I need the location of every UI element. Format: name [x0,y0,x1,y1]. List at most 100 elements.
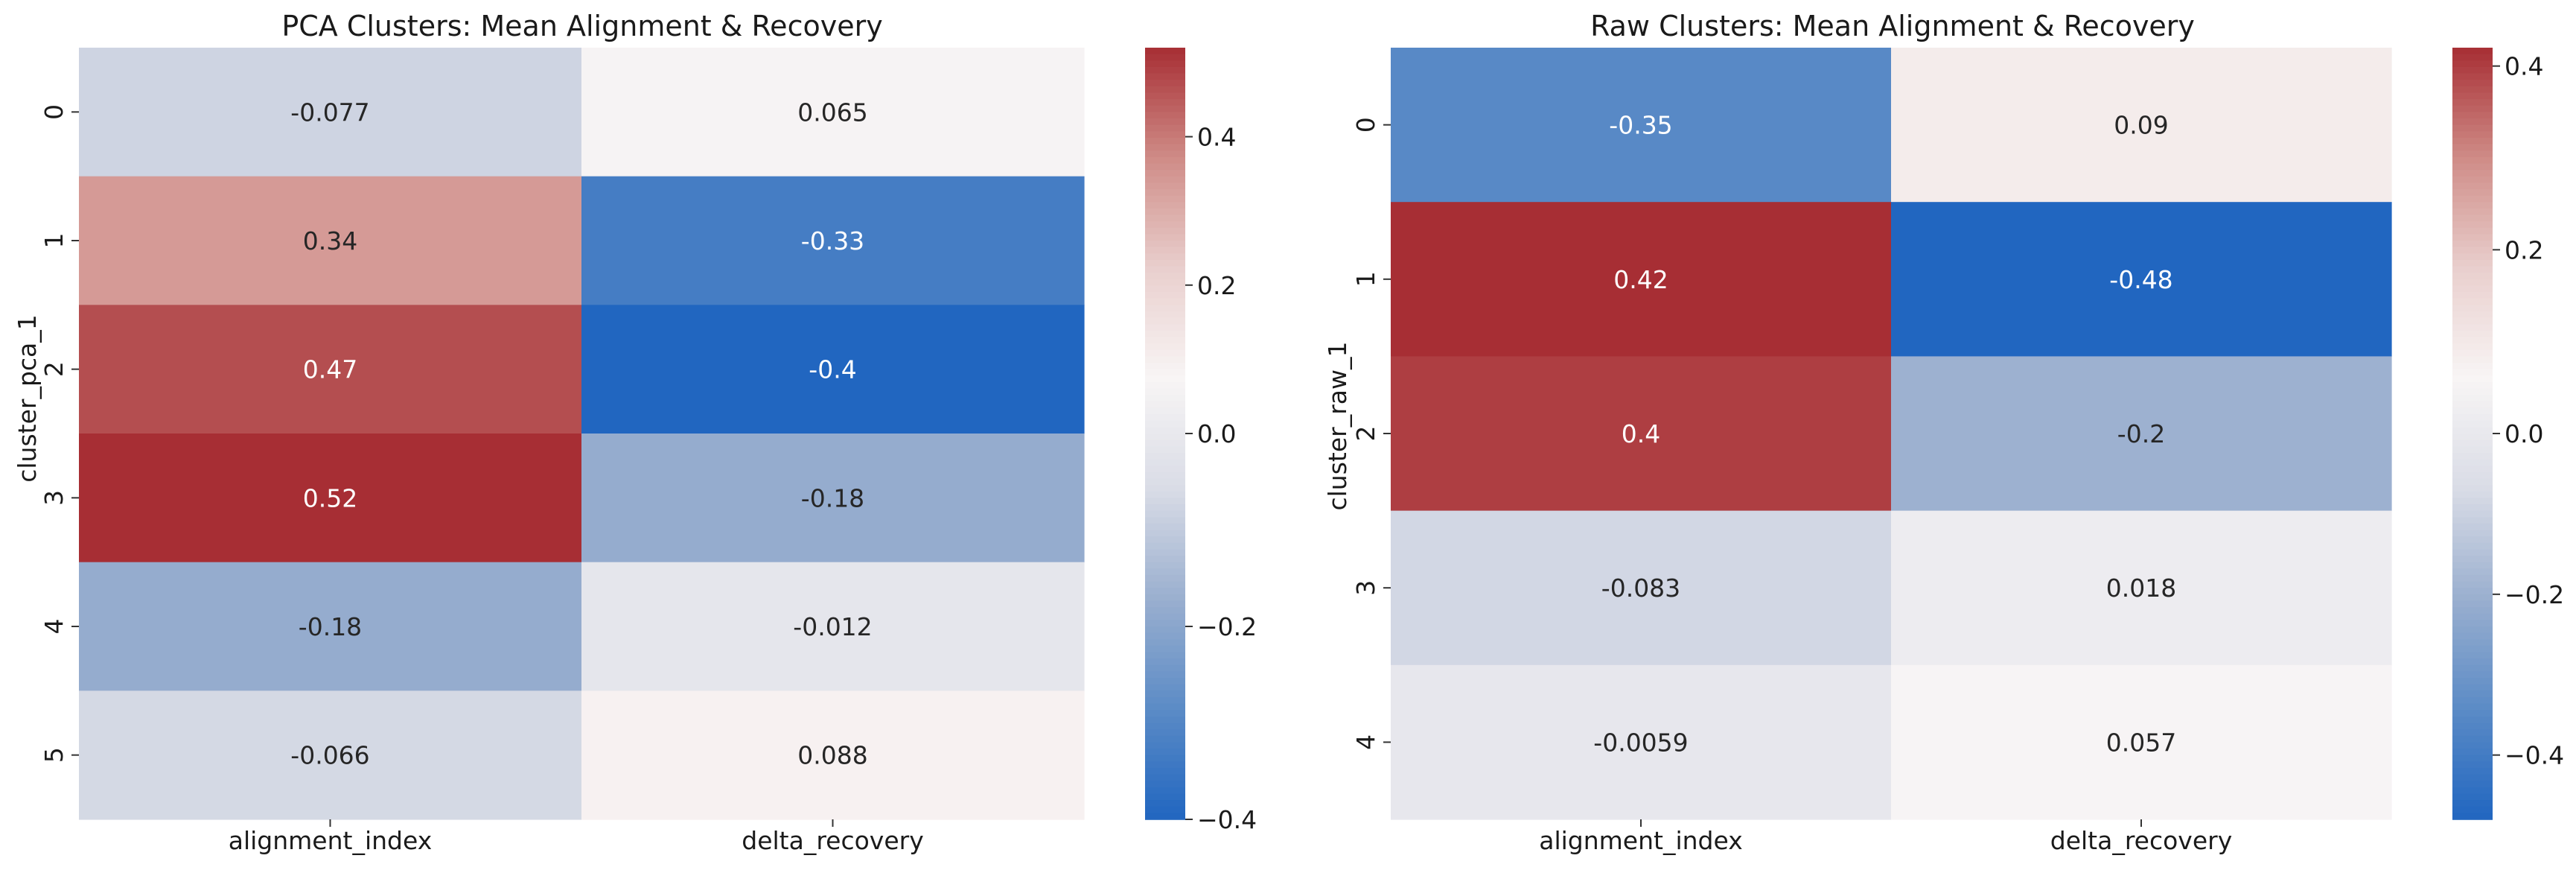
colorbar-slice [2452,626,2493,634]
colorbar-tick-label: −0.2 [1197,612,1257,641]
cell-value-label: 0.52 [303,483,357,512]
colorbar-slice [1145,530,1185,537]
colorbar-slice [1145,607,1185,615]
colorbar-slice [2452,170,2493,177]
cell-value-label: 0.088 [797,741,867,770]
colorbar-slice [1145,574,1185,582]
heatmap-cell [79,562,582,691]
heatmap-cell [581,305,1085,434]
colorbar-slice [1145,170,1185,177]
heatmap-panel-pca: PCA Clusters: Mean Alignment & Recovery … [13,10,1257,855]
colorbar-slice [2452,466,2493,473]
chart-title: Raw Clusters: Mean Alignment & Recovery [1590,10,2195,42]
colorbar-slice [1145,311,1185,319]
colorbar-slice [2452,401,2493,409]
colorbar-slice [1145,813,1185,820]
colorbar-slice [2452,588,2493,595]
heatmap-panel-raw: Raw Clusters: Mean Alignment & Recovery … [1323,10,2564,855]
colorbar-slice [1145,324,1185,331]
colorbar-slice [1145,73,1185,80]
row-tick-label: 3 [39,490,68,506]
colorbar-slice [2452,54,2493,62]
column-tick-label: delta_recovery [742,826,924,855]
colorbar-slice [2452,703,2493,711]
colorbar-slice [1145,292,1185,299]
column-tick-labels: alignment_index delta_recovery [1539,819,2232,855]
colorbar-slice [1145,118,1185,126]
colorbar-slice [2452,600,2493,608]
cell-value-label: -0.2 [2117,419,2165,448]
heatmap-cell [79,48,582,177]
heatmap-cell [1391,664,1892,820]
colorbar-tick-label: 0.4 [1197,123,1236,152]
colorbar-slice [1145,562,1185,570]
cell-value-label: 0.42 [1613,265,1668,294]
colorbar-slice [1145,678,1185,685]
colorbar-slice [1145,471,1185,480]
colorbar-slice [2452,343,2493,351]
colorbar-slice [2452,581,2493,588]
heatmap-cell [79,434,582,563]
colorbar-slice [2452,221,2493,229]
colorbar-slice [2452,684,2493,692]
colorbar-slice [2452,202,2493,209]
colorbar-slice [2452,574,2493,582]
colorbar-slice [2452,356,2493,363]
colorbar-slice [2452,645,2493,653]
colorbar-slice [2452,729,2493,737]
colorbar-slice [2452,208,2493,216]
colorbar-slice [2452,176,2493,184]
colorbar-slice [2452,99,2493,107]
colorbar-slice [2452,504,2493,512]
colorbar-slice [2452,536,2493,544]
cell-value-label: 0.065 [797,98,867,127]
colorbar-slice [2452,755,2493,763]
colorbar-tick-label: 0.2 [2505,235,2543,264]
cell-value-label: 0.47 [303,355,357,384]
colorbar-slice [1145,664,1185,673]
heatmap-cell [1391,356,1892,512]
colorbar-slice [2452,298,2493,306]
colorbar-slice [1145,459,1185,466]
colorbar-slice [2452,716,2493,724]
colorbar-slice [2452,112,2493,119]
colorbar-slice [1145,60,1185,68]
colorbar-slice [1145,671,1185,679]
colorbar-slice [2452,439,2493,448]
row-tick-labels: 0 1 2 3 4 5 [39,104,79,763]
row-tick-labels: 0 1 2 3 4 [1351,117,1391,750]
colorbar-slice [1145,466,1185,473]
cell-value-label: -0.083 [1601,574,1680,603]
colorbar-slice [1145,710,1185,717]
colorbar-tick-label: −0.4 [2505,741,2564,770]
colorbar-slice [1145,259,1185,267]
colorbar-slice [1145,723,1185,730]
colorbar-slice [2452,542,2493,550]
colorbar-slice [2452,723,2493,730]
colorbar-slice [2452,227,2493,235]
colorbar-slice [1145,356,1185,363]
y-axis-label: cluster_raw_1 [1323,341,1352,510]
colorbar-slice [1145,652,1185,659]
colorbar-slice [2452,434,2493,441]
row-tick-label: 2 [1351,426,1380,442]
colorbar-slice [2452,247,2493,255]
colorbar-slice [2452,813,2493,820]
heatmap-cell [79,176,582,305]
heatmap-cell [1391,202,1892,357]
colorbar-slice [1145,92,1185,100]
colorbar-slice [2452,491,2493,499]
colorbar-slice [2452,761,2493,769]
cell-value-label: -0.066 [290,741,369,770]
colorbar-slice [2452,613,2493,621]
colorbar-slice [2452,446,2493,454]
colorbar-slice [2452,607,2493,615]
colorbar-slice [2452,556,2493,563]
colorbar-tick-label: −0.2 [2505,580,2564,609]
colorbar-slice [2452,388,2493,396]
colorbar-slice [2452,131,2493,139]
colorbar-slice [1145,510,1185,518]
colorbar-slice [1145,215,1185,222]
colorbar-slice [1145,504,1185,512]
colorbar-slice [1145,48,1185,55]
